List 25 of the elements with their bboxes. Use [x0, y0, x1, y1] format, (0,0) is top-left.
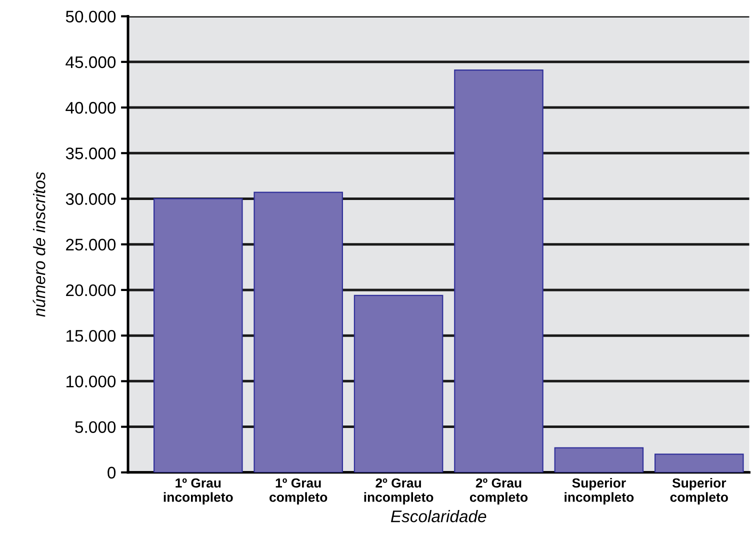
y-axis-title: número de inscritos [32, 172, 46, 317]
y-tick-label: 30.000 [66, 193, 116, 205]
x-axis-title: Escolaridade [390, 510, 486, 522]
bar [454, 70, 544, 472]
y-tick-label: 50.000 [66, 10, 116, 22]
x-tick-label: 1º Grau completo [270, 478, 328, 504]
x-tick-label: 2º Grau incompleto [364, 478, 434, 504]
y-tick-label: 0 [108, 466, 116, 479]
bar [154, 198, 243, 472]
bar [354, 294, 444, 472]
y-tick-label: 45.000 [66, 56, 116, 68]
x-tick-label: 2º Grau completo [470, 478, 528, 504]
y-tick-label: 5.000 [75, 421, 116, 433]
bar [254, 192, 343, 472]
y-tick-label: 20.000 [66, 284, 116, 296]
bar [554, 447, 644, 472]
x-tick-label: Superior completo [670, 478, 728, 504]
bar [654, 454, 744, 472]
y-tick-label: 15.000 [66, 330, 116, 342]
y-tick-label: 40.000 [66, 102, 116, 114]
y-tick-label: 10.000 [66, 376, 116, 388]
y-tick-label: 25.000 [66, 238, 116, 251]
y-tick-label: 35.000 [66, 148, 116, 160]
x-tick-label: 1º Grau incompleto [164, 478, 233, 504]
x-tick-label: Superior incompleto [564, 478, 634, 504]
